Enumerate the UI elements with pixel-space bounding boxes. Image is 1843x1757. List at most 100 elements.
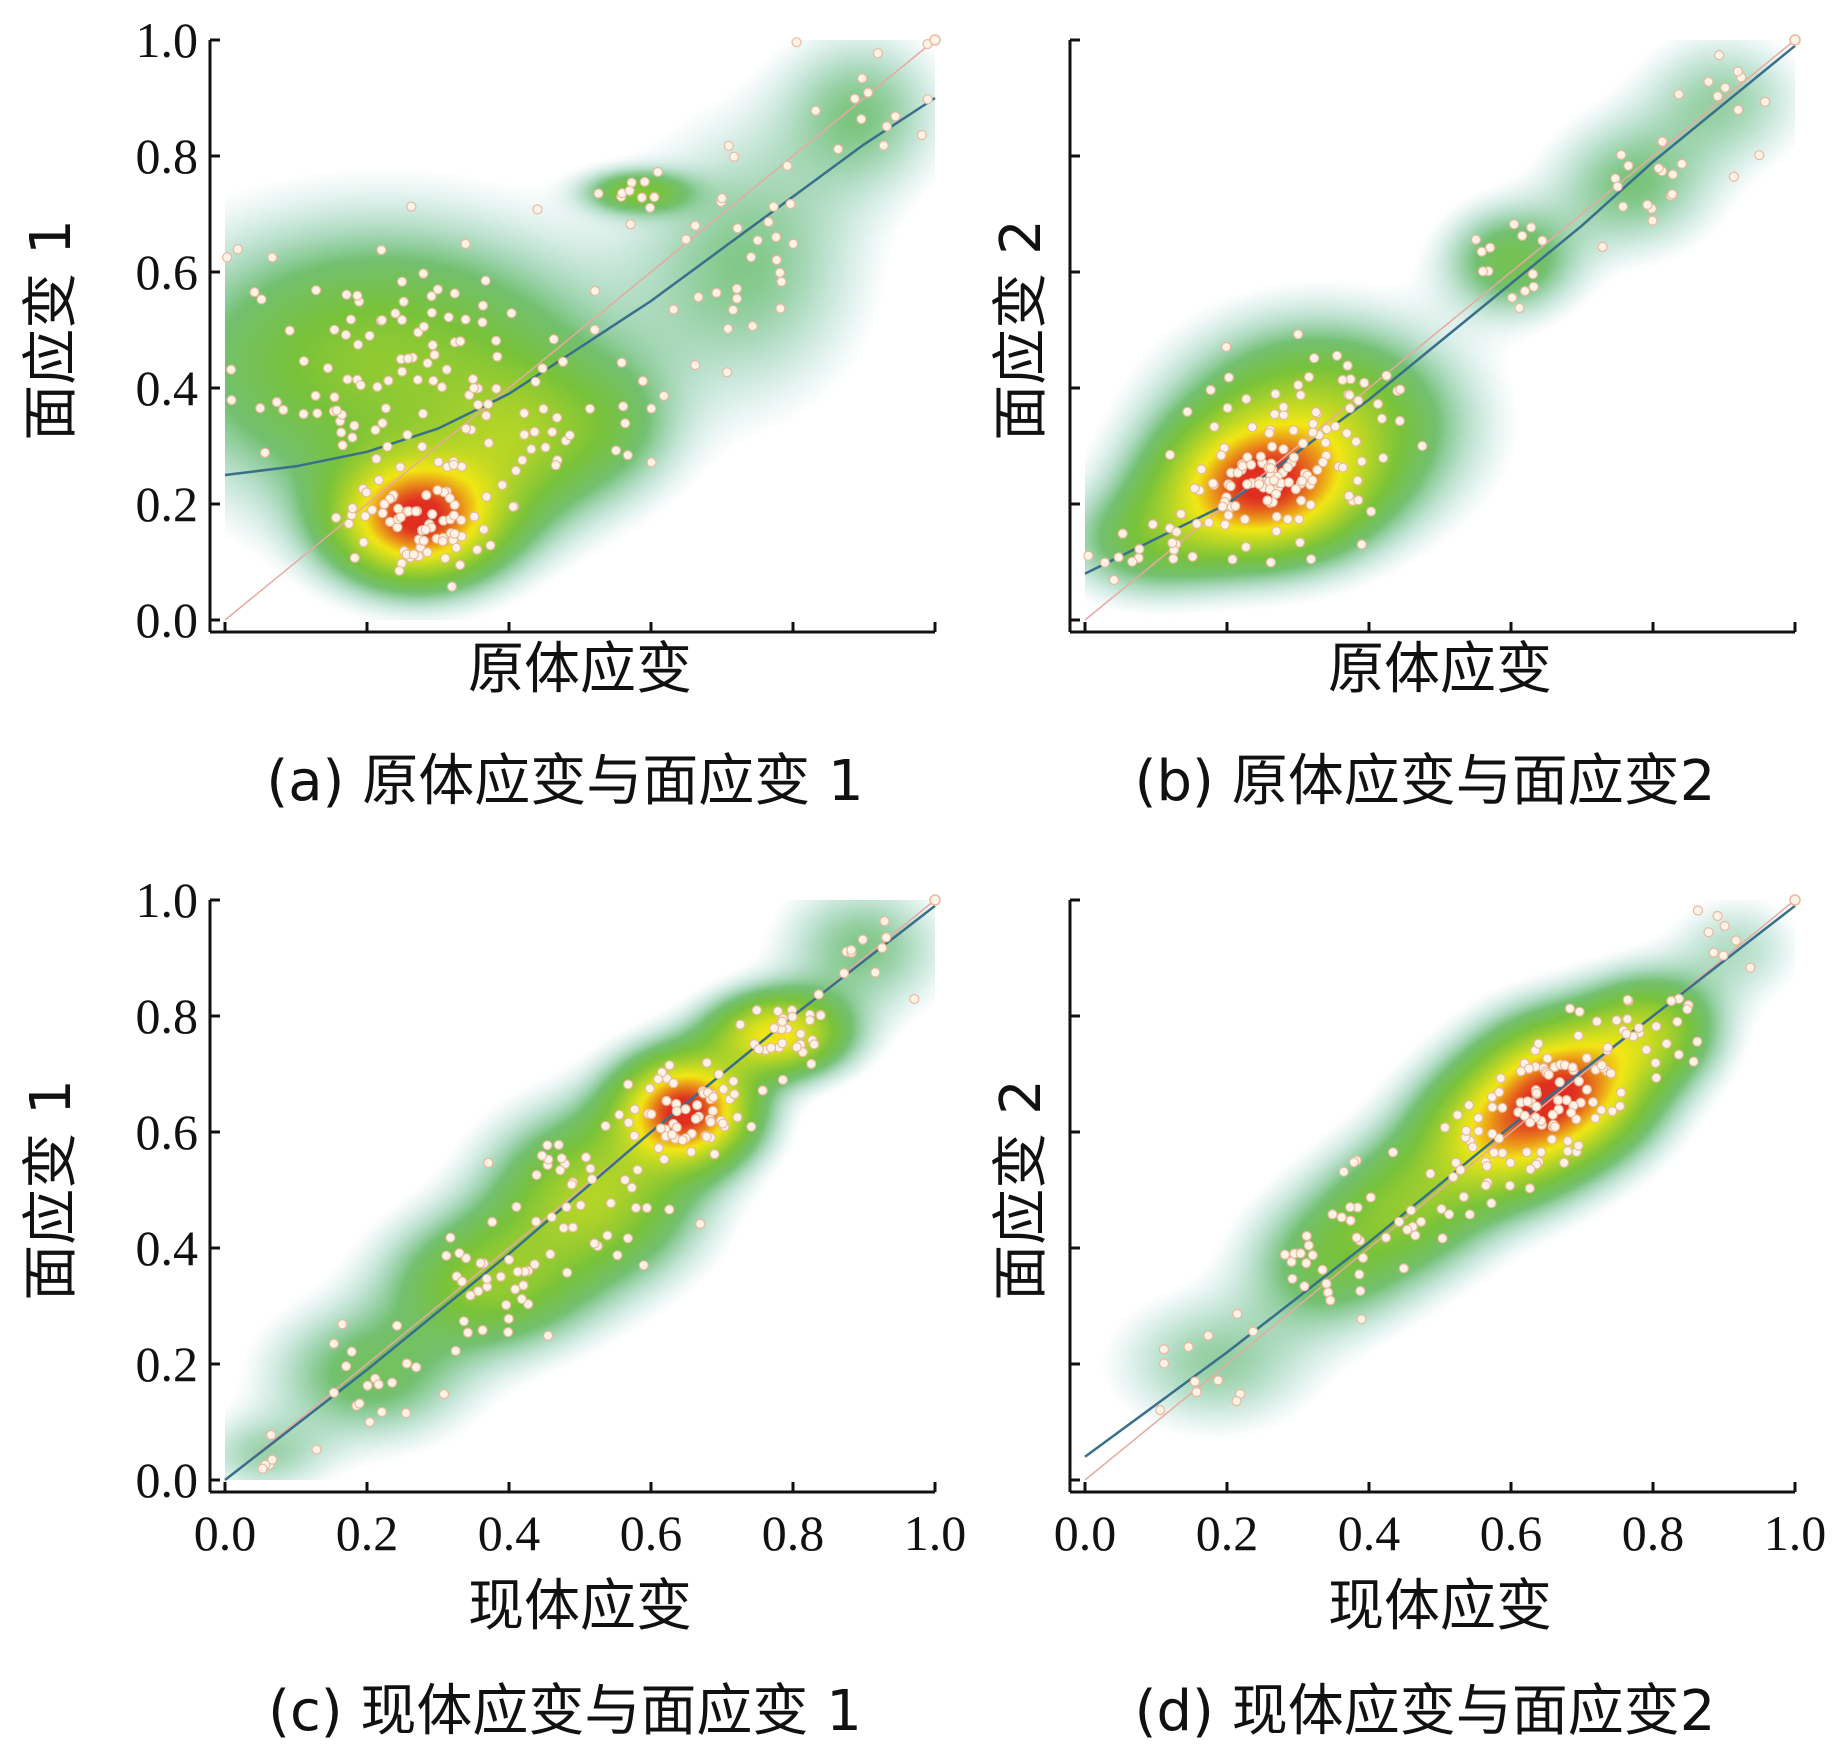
data-point xyxy=(1621,1028,1632,1040)
data-point xyxy=(1480,1180,1491,1191)
data-point xyxy=(1365,1192,1376,1203)
data-point xyxy=(1455,1164,1466,1176)
data-point xyxy=(1508,219,1520,230)
y-axis-title: 面应变 1 xyxy=(19,1079,84,1300)
data-point xyxy=(629,1104,640,1115)
data-point xyxy=(278,404,289,415)
data-point xyxy=(311,1444,322,1455)
data-point xyxy=(532,204,543,215)
data-point xyxy=(441,1250,452,1261)
data-point xyxy=(686,1146,697,1158)
data-point xyxy=(504,1254,515,1265)
data-point xyxy=(367,504,378,515)
data-point xyxy=(1651,1072,1662,1083)
x-axis-title: 原体应变 xyxy=(1328,637,1552,702)
data-point xyxy=(644,1083,655,1094)
data-point xyxy=(1282,462,1293,473)
data-point xyxy=(298,356,309,367)
x-tick-label: 0.2 xyxy=(336,1505,399,1561)
data-point xyxy=(454,1248,465,1259)
data-point xyxy=(1113,552,1124,563)
data-point xyxy=(443,312,454,323)
data-point xyxy=(806,1058,817,1070)
data-point xyxy=(468,383,479,394)
data-point xyxy=(1666,995,1677,1007)
data-point xyxy=(929,894,941,906)
data-point xyxy=(1164,449,1176,460)
data-point xyxy=(557,356,569,367)
data-point xyxy=(329,392,340,403)
data-point xyxy=(1215,450,1227,461)
data-point xyxy=(791,1041,802,1053)
data-point xyxy=(1458,1191,1469,1203)
data-point xyxy=(1596,1060,1607,1071)
data-point xyxy=(402,429,413,440)
data-point xyxy=(1387,1147,1399,1158)
y-tick-label: 1.0 xyxy=(136,12,199,68)
data-point xyxy=(1562,1146,1573,1157)
x-tick-label: 1.0 xyxy=(904,1505,967,1561)
data-point xyxy=(1703,76,1714,87)
data-point xyxy=(1147,519,1159,530)
data-point xyxy=(456,461,467,472)
data-point xyxy=(1467,1141,1478,1153)
data-point xyxy=(266,1429,277,1441)
data-point xyxy=(1268,475,1280,486)
data-point xyxy=(553,1139,564,1151)
data-point xyxy=(1099,557,1111,568)
data-point xyxy=(558,1222,569,1234)
data-point xyxy=(1189,1376,1201,1387)
data-point xyxy=(1622,1014,1633,1025)
data-point xyxy=(589,324,600,335)
data-point xyxy=(411,1362,422,1373)
x-tick-label: 0.2 xyxy=(1196,1505,1259,1561)
data-point xyxy=(420,524,431,535)
data-point xyxy=(481,1273,492,1285)
x-axis-title: 现体应变 xyxy=(1328,1574,1552,1639)
data-point xyxy=(1486,1198,1497,1209)
data-point xyxy=(1317,457,1329,468)
data-point xyxy=(469,511,480,522)
data-point xyxy=(1719,920,1730,932)
data-point xyxy=(1514,302,1525,314)
data-point xyxy=(1554,1077,1565,1088)
data-point xyxy=(1504,1180,1516,1191)
data-point xyxy=(506,308,517,319)
data-point xyxy=(787,1011,798,1023)
data-point xyxy=(1254,479,1265,490)
data-point xyxy=(259,447,271,458)
data-point xyxy=(1436,1203,1447,1215)
data-point xyxy=(373,1379,384,1390)
data-point xyxy=(1127,556,1138,567)
data-point xyxy=(690,1113,701,1125)
data-point xyxy=(810,105,821,116)
data-point xyxy=(626,1182,637,1193)
data-point xyxy=(589,285,601,297)
data-point xyxy=(1196,464,1207,475)
data-point xyxy=(1278,444,1289,455)
data-point xyxy=(1365,506,1377,517)
data-point xyxy=(1343,490,1355,501)
data-point xyxy=(890,111,901,122)
data-point xyxy=(410,506,421,517)
data-point xyxy=(1415,1216,1427,1227)
data-point xyxy=(511,1201,522,1213)
data-point xyxy=(763,216,774,228)
data-point xyxy=(1270,388,1281,400)
data-point xyxy=(546,1212,557,1223)
data-point xyxy=(373,475,384,486)
data-point xyxy=(1171,526,1182,538)
data-point xyxy=(393,503,404,514)
data-point xyxy=(1205,384,1216,396)
data-point xyxy=(1410,1230,1421,1241)
data-point xyxy=(1653,163,1664,174)
data-point xyxy=(1642,199,1653,210)
data-point xyxy=(618,401,629,412)
data-point xyxy=(1247,1326,1259,1337)
data-point xyxy=(757,1085,768,1096)
data-point xyxy=(1348,1157,1360,1168)
data-point xyxy=(329,324,340,335)
data-point xyxy=(718,1084,729,1095)
data-point xyxy=(1526,222,1537,233)
